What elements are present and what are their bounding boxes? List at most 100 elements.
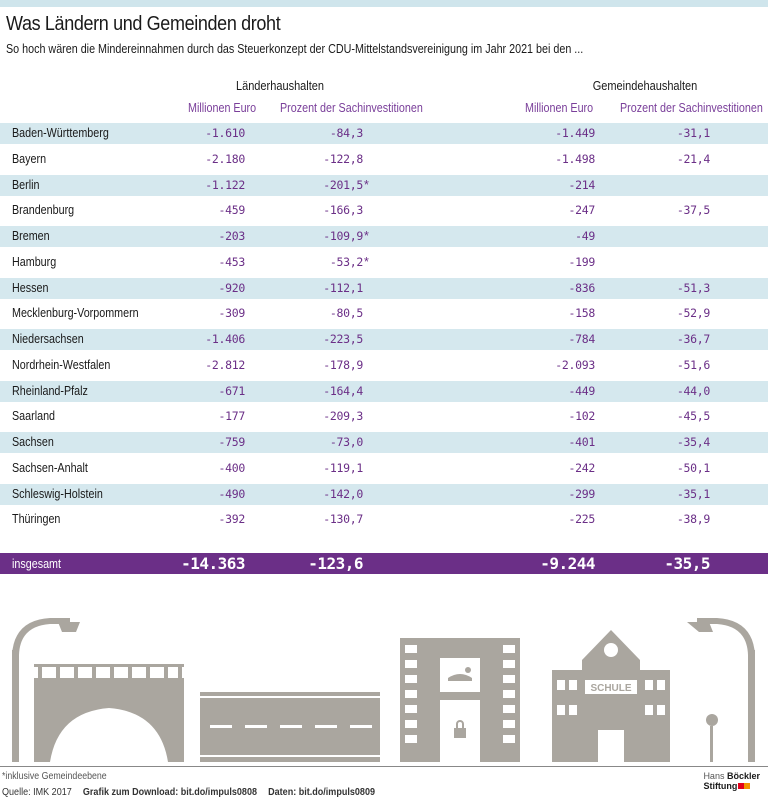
street-lamp-icon bbox=[687, 618, 755, 762]
gemeinden-prozent-value: -38,9 bbox=[676, 512, 710, 527]
group-header-laender: Länderhaushalten bbox=[235, 79, 325, 93]
gemeinden-mio-value: -242 bbox=[568, 460, 596, 475]
gemeinden-prozent-value: -51,3 bbox=[676, 280, 710, 295]
state-name: Brandenburg bbox=[12, 203, 75, 218]
table-row: Bayern -2.180 -122,8 -1.498 -21,4 bbox=[0, 149, 768, 170]
state-name: Baden-Württemberg bbox=[12, 126, 109, 140]
total-laender-prozent: -123,6 bbox=[308, 554, 363, 573]
table-row: Sachsen-Anhalt -400 -119,1 -242 -50,1 bbox=[0, 458, 768, 479]
laender-prozent-value: -164,4 bbox=[323, 383, 363, 398]
gemeinden-mio-value: -199 bbox=[568, 254, 596, 269]
subtitle: So hoch wären die Mindereinnahmen durch … bbox=[6, 42, 584, 56]
laender-mio-value: -759 bbox=[218, 435, 246, 449]
gemeinden-mio-value: -158 bbox=[568, 306, 596, 321]
gemeinden-mio-value: -225 bbox=[568, 512, 596, 527]
bridge-icon bbox=[34, 664, 184, 762]
column-header-gemeinden-mio: Millionen Euro bbox=[525, 101, 594, 115]
table-row: Berlin -1.122 -201,5 * -214 bbox=[0, 174, 768, 196]
gemeinden-prozent-value: -35,4 bbox=[676, 435, 710, 449]
gemeinden-mio-value: -299 bbox=[568, 486, 596, 501]
laender-prozent-value: -112,1 bbox=[323, 280, 363, 295]
state-name: Schleswig-Holstein bbox=[12, 486, 103, 501]
logo-text: Böckler bbox=[726, 771, 760, 781]
state-name: Mecklenburg-Vorpommern bbox=[12, 306, 139, 321]
laender-mio-value: -2.180 bbox=[205, 151, 245, 166]
laender-mio-value: -671 bbox=[218, 383, 246, 398]
laender-prozent-value: -166,3 bbox=[323, 203, 363, 218]
page-title: Was Ländern und Gemeinden droht bbox=[6, 13, 281, 35]
gemeinden-mio-value: -784 bbox=[568, 332, 596, 346]
laender-mio-value: -309 bbox=[218, 306, 246, 321]
source-line: Quelle: IMK 2017 Grafik zum Download: bi… bbox=[2, 786, 375, 798]
state-name: Nordrhein-Westfalen bbox=[12, 357, 111, 372]
table-row: Baden-Württemberg -1.610 -84,3 -1.449 -31,1 bbox=[0, 123, 768, 144]
laender-mio-value: -2.812 bbox=[205, 357, 245, 372]
footnote: *inklusive Gemeindeebene bbox=[2, 771, 107, 782]
laender-prozent-value: -178,9 bbox=[323, 357, 363, 372]
laender-prozent-value: -201,5 bbox=[323, 177, 363, 192]
gemeinden-mio-value: -1.498 bbox=[555, 151, 595, 166]
school-sign: SCHULE bbox=[590, 683, 631, 694]
gemeinden-mio-value: -401 bbox=[568, 435, 596, 449]
laender-prozent-value: -53,2 bbox=[329, 254, 363, 269]
state-name: Bremen bbox=[12, 229, 50, 243]
table-row: Bremen -203 -109,9 * -49 bbox=[0, 226, 768, 247]
illustration: SCHULE bbox=[12, 618, 755, 762]
footnote-marker: * bbox=[364, 229, 369, 243]
gemeinden-mio-value: -102 bbox=[568, 409, 596, 424]
gemeinden-mio-value: -1.449 bbox=[555, 126, 595, 140]
total-gemeinden-prozent: -35,5 bbox=[664, 554, 710, 573]
gemeinden-mio-value: -449 bbox=[568, 383, 596, 398]
gemeinden-prozent-value: -45,5 bbox=[676, 409, 710, 424]
table-row: Hamburg -453 -53,2 * -199 bbox=[0, 252, 768, 273]
swimming-pool-building-icon bbox=[400, 638, 520, 762]
road-icon bbox=[200, 692, 380, 762]
table-row: Niedersachsen -1.406 -223,5 -784 -36,7 bbox=[0, 329, 768, 350]
state-name: Hamburg bbox=[12, 254, 57, 269]
total-laender-mio: -14.363 bbox=[181, 554, 245, 573]
logo-text: Stiftung bbox=[703, 781, 738, 791]
table-row: Mecklenburg-Vorpommern -309 -80,5 -158 -52,9 bbox=[0, 303, 768, 324]
state-name: Thüringen bbox=[12, 512, 61, 527]
group-header-gemeinden: Gemeindehaushalten bbox=[592, 79, 698, 93]
divider bbox=[0, 766, 768, 767]
footnote-marker: * bbox=[364, 177, 369, 192]
laender-prozent-value: -109,9 bbox=[323, 229, 363, 243]
footnote-marker: * bbox=[364, 254, 369, 269]
laender-mio-value: -459 bbox=[218, 203, 246, 218]
laender-mio-value: -920 bbox=[218, 280, 246, 295]
gemeinden-prozent-value: -35,1 bbox=[676, 486, 710, 501]
laender-mio-value: -1.610 bbox=[205, 126, 245, 140]
gemeinden-prozent-value: -52,9 bbox=[676, 306, 710, 321]
laender-mio-value: -177 bbox=[218, 409, 246, 424]
total-label: insgesamt bbox=[12, 557, 62, 571]
logo-text: Hans bbox=[703, 771, 725, 781]
download-link[interactable]: Grafik zum Download: bit.do/impuls0808 bbox=[82, 786, 258, 798]
laender-prozent-value: -122,8 bbox=[323, 151, 363, 166]
laender-mio-value: -1.406 bbox=[205, 332, 245, 346]
data-link[interactable]: Daten: bit.do/impuls0809 bbox=[268, 786, 375, 798]
hans-boeckler-logo: Hans Böckler Stiftung bbox=[703, 771, 760, 791]
laender-mio-value: -1.122 bbox=[205, 177, 245, 192]
table-row: Hessen -920 -112,1 -836 -51,3 bbox=[0, 277, 768, 299]
laender-mio-value: -203 bbox=[218, 229, 246, 243]
column-header-gemeinden-prozent: Prozent der Sachinvestitionen bbox=[620, 101, 763, 115]
laender-prozent-value: -84,3 bbox=[329, 126, 363, 140]
gemeinden-prozent-value: -36,7 bbox=[676, 332, 710, 346]
table-row: Saarland -177 -209,3 -102 -45,5 bbox=[0, 406, 768, 427]
state-name: Sachsen bbox=[12, 435, 54, 449]
column-header-laender-mio: Millionen Euro bbox=[188, 101, 257, 115]
laender-prozent-value: -209,3 bbox=[323, 409, 363, 424]
state-name: Berlin bbox=[12, 177, 40, 192]
total-row: insgesamt -14.363 -123,6 -9.244 -35,5 bbox=[0, 553, 768, 574]
state-name: Saarland bbox=[12, 409, 56, 424]
laender-mio-value: -392 bbox=[218, 512, 246, 527]
laender-prozent-value: -119,1 bbox=[323, 460, 363, 475]
laender-prozent-value: -130,7 bbox=[323, 512, 363, 527]
gemeinden-prozent-value: -21,4 bbox=[676, 151, 710, 166]
state-name: Hessen bbox=[12, 280, 49, 295]
laender-mio-value: -453 bbox=[218, 254, 246, 269]
state-name: Rheinland-Pfalz bbox=[12, 383, 88, 398]
logo-square-icon bbox=[738, 783, 745, 789]
state-name: Niedersachsen bbox=[12, 332, 84, 346]
